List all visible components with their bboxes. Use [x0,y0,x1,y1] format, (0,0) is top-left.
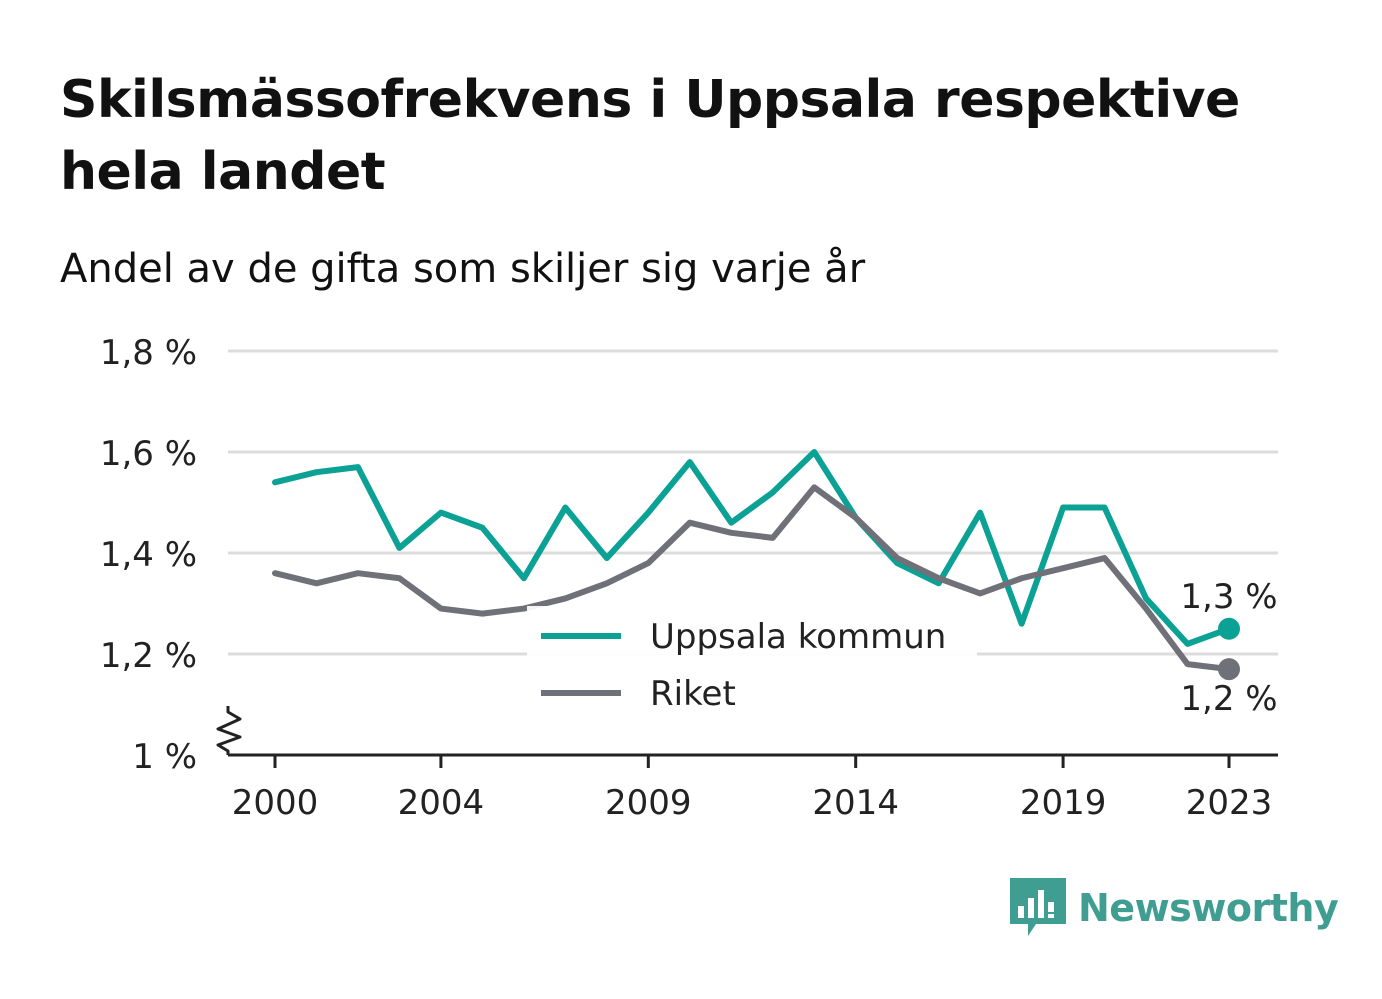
legend-label: Riket [650,674,736,714]
end-point-uppsala-kommun [1218,617,1240,640]
newsworthy-bar-chart-icon [1010,878,1066,936]
x-tick-label: 2009 [605,783,692,823]
x-axis: 2000 2004 2009 2014 2019 2023 [216,706,1278,823]
newsworthy-logo: Newsworthy [1010,878,1339,938]
series-line-uppsala-kommun [272,449,1232,647]
end-label: 1,2 % [1180,679,1277,719]
chart-subtitle: Andel av de gifta som skiljer sig varje … [60,246,866,292]
y-axis-ticks: 1 % 1,2 % 1,4 % 1,6 % 1,8 % [100,333,197,777]
series-lines [272,449,1232,673]
y-tick-label: 1,8 % [100,333,197,373]
x-tick-label: 2019 [1020,783,1107,823]
series-line-riket [272,484,1232,673]
y-tick-label: 1,6 % [100,434,197,474]
chart-title: Skilsmässofrekvens i Uppsala respektive … [60,70,1240,202]
end-labels: 1,3 % 1,2 % [1180,577,1277,719]
x-tick-label: 2014 [812,783,899,823]
end-label: 1,3 % [1180,577,1277,617]
legend: Uppsala kommun Riket [527,606,977,724]
grid-lines [228,349,1278,656]
legend-box [527,606,977,724]
x-tick-label: 2004 [398,783,485,823]
y-axis-break-icon [216,706,242,755]
x-tick-label: 2023 [1186,783,1273,823]
y-tick-label: 1 % [132,737,197,777]
x-tick-label: 2000 [232,783,319,823]
brand-name: Newsworthy [1078,886,1339,930]
end-point-riket [1218,658,1240,681]
y-tick-label: 1,2 % [100,636,197,676]
legend-label: Uppsala kommun [650,617,946,657]
y-tick-label: 1,4 % [100,535,197,575]
